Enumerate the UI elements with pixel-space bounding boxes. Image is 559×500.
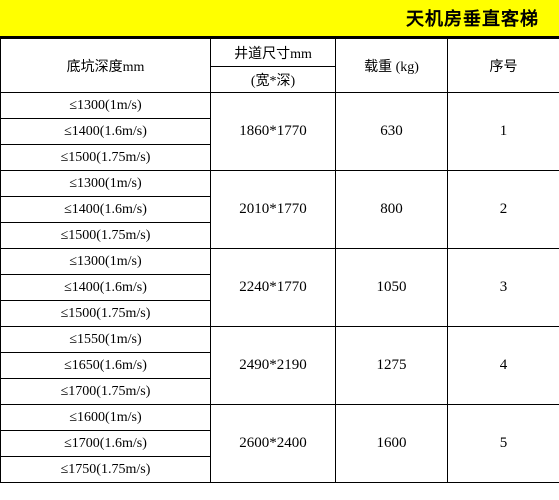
load-cell: 800 bbox=[336, 171, 448, 249]
load-cell: 1275 bbox=[336, 327, 448, 405]
well-cell: 2010*1770 bbox=[211, 171, 336, 249]
table-row: ≤1300(1m/s) 2240*1770 1050 3 bbox=[1, 249, 559, 275]
load-cell: 1050 bbox=[336, 249, 448, 327]
table-row: ≤1300(1m/s) 2010*1770 800 2 bbox=[1, 171, 559, 197]
no-cell: 2 bbox=[448, 171, 559, 249]
depth-cell: ≤1300(1m/s) bbox=[1, 93, 211, 119]
col-header-load: 载重 (kg) bbox=[336, 39, 448, 93]
depth-cell: ≤1300(1m/s) bbox=[1, 171, 211, 197]
depth-cell: ≤1700(1.6m/s) bbox=[1, 431, 211, 457]
col-subheader-well: (宽*深) bbox=[211, 67, 336, 93]
load-cell: 1600 bbox=[336, 405, 448, 483]
no-cell: 5 bbox=[448, 405, 559, 483]
depth-cell: ≤1300(1m/s) bbox=[1, 249, 211, 275]
depth-cell: ≤1750(1.75m/s) bbox=[1, 457, 211, 483]
well-cell: 1860*1770 bbox=[211, 93, 336, 171]
depth-cell: ≤1500(1.75m/s) bbox=[1, 301, 211, 327]
no-cell: 3 bbox=[448, 249, 559, 327]
well-cell: 2600*2400 bbox=[211, 405, 336, 483]
depth-cell: ≤1400(1.6m/s) bbox=[1, 275, 211, 301]
table-row: ≤1600(1m/s) 2600*2400 1600 5 bbox=[1, 405, 559, 431]
table-header-row: 底坑深度mm 井道尺寸mm 载重 (kg) 序号 bbox=[1, 39, 559, 67]
well-cell: 2490*2190 bbox=[211, 327, 336, 405]
well-cell: 2240*1770 bbox=[211, 249, 336, 327]
depth-cell: ≤1400(1.6m/s) bbox=[1, 197, 211, 223]
depth-cell: ≤1700(1.75m/s) bbox=[1, 379, 211, 405]
table-row: ≤1300(1m/s) 1860*1770 630 1 bbox=[1, 93, 559, 119]
no-cell: 1 bbox=[448, 93, 559, 171]
load-cell: 630 bbox=[336, 93, 448, 171]
title-text: 天机房垂直客梯 bbox=[406, 5, 539, 31]
depth-cell: ≤1550(1m/s) bbox=[1, 327, 211, 353]
col-header-no: 序号 bbox=[448, 39, 559, 93]
title-header: 天机房垂直客梯 bbox=[0, 0, 559, 38]
depth-cell: ≤1500(1.75m/s) bbox=[1, 145, 211, 171]
col-header-well: 井道尺寸mm bbox=[211, 39, 336, 67]
depth-cell: ≤1650(1.6m/s) bbox=[1, 353, 211, 379]
depth-cell: ≤1600(1m/s) bbox=[1, 405, 211, 431]
elevator-spec-table: 底坑深度mm 井道尺寸mm 载重 (kg) 序号 (宽*深) ≤1300(1m/… bbox=[0, 38, 559, 483]
depth-cell: ≤1500(1.75m/s) bbox=[1, 223, 211, 249]
depth-cell: ≤1400(1.6m/s) bbox=[1, 119, 211, 145]
col-header-depth: 底坑深度mm bbox=[1, 39, 211, 93]
no-cell: 4 bbox=[448, 327, 559, 405]
table-row: ≤1550(1m/s) 2490*2190 1275 4 bbox=[1, 327, 559, 353]
